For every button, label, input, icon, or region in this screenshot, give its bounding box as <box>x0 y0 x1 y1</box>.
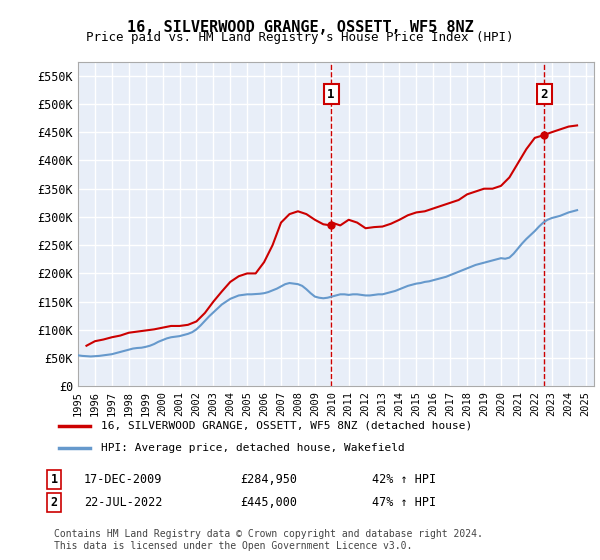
Text: HPI: Average price, detached house, Wakefield: HPI: Average price, detached house, Wake… <box>101 443 404 453</box>
Text: 42% ↑ HPI: 42% ↑ HPI <box>372 473 436 486</box>
Text: 47% ↑ HPI: 47% ↑ HPI <box>372 496 436 508</box>
Text: 2: 2 <box>50 496 58 508</box>
Text: 1: 1 <box>50 473 58 486</box>
Text: £284,950: £284,950 <box>240 473 297 486</box>
Text: 17-DEC-2009: 17-DEC-2009 <box>84 473 163 486</box>
Text: 16, SILVERWOOD GRANGE, OSSETT, WF5 8NZ: 16, SILVERWOOD GRANGE, OSSETT, WF5 8NZ <box>127 20 473 35</box>
Text: 1: 1 <box>328 87 335 101</box>
Text: £445,000: £445,000 <box>240 496 297 508</box>
Text: Price paid vs. HM Land Registry's House Price Index (HPI): Price paid vs. HM Land Registry's House … <box>86 31 514 44</box>
Text: 22-JUL-2022: 22-JUL-2022 <box>84 496 163 508</box>
Text: 16, SILVERWOOD GRANGE, OSSETT, WF5 8NZ (detached house): 16, SILVERWOOD GRANGE, OSSETT, WF5 8NZ (… <box>101 421 472 431</box>
Text: Contains HM Land Registry data © Crown copyright and database right 2024.
This d: Contains HM Land Registry data © Crown c… <box>54 529 483 551</box>
Text: 2: 2 <box>541 87 548 101</box>
